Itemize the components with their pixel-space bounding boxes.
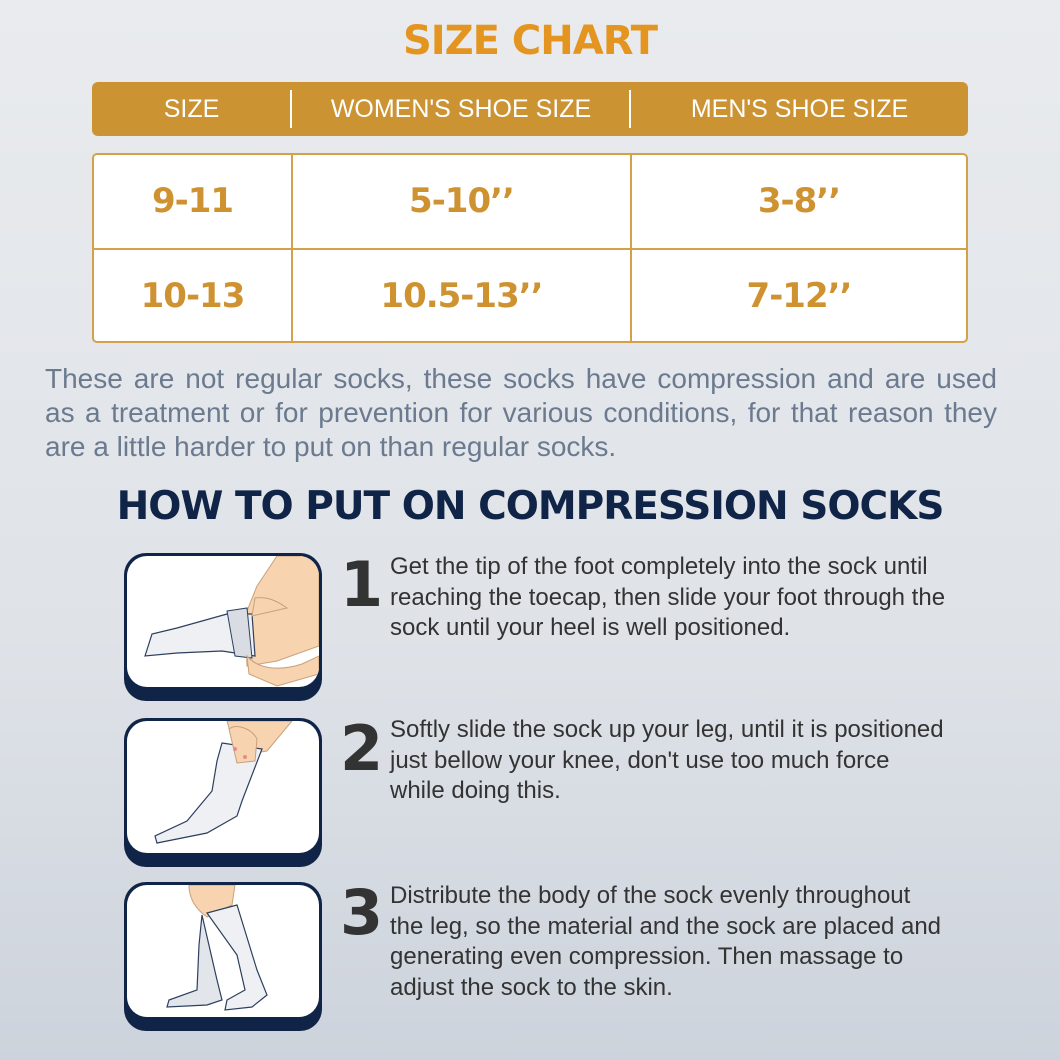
description-text: These are not regular socks, these socks… <box>45 363 997 462</box>
cell-womens: 5-10’’ <box>409 181 515 221</box>
step-1-illustration <box>124 553 322 701</box>
step-3-text: Distribute the body of the sock evenly t… <box>390 882 942 1001</box>
sock-distribute-illustration <box>166 885 268 1011</box>
header-divider <box>290 90 292 128</box>
row-divider <box>94 248 966 250</box>
sock-foot-insert-illustration <box>144 556 319 687</box>
step-1-number: 1 <box>340 548 384 621</box>
header-size: SIZE <box>163 95 220 123</box>
cell-mens: 3-8’’ <box>757 181 841 221</box>
cell-mens: 7-12’’ <box>746 276 853 316</box>
header-mens: MEN'S SHOE SIZE <box>690 95 909 123</box>
cell-womens: 10.5-13’’ <box>380 276 543 316</box>
size-chart-title: SIZE CHART <box>402 18 658 64</box>
sock-slide-up-illustration <box>154 721 293 844</box>
size-table: 9-11 5-10’’ 3-8’’ 10-13 10.5-13’’ 7-12’’ <box>92 153 968 343</box>
step-3-number: 3 <box>340 876 384 949</box>
step-1-text: Get the tip of the foot completely into … <box>390 553 946 641</box>
header-divider <box>629 90 631 128</box>
cell-size: 9-11 <box>151 181 234 221</box>
cell-size: 10-13 <box>140 276 246 316</box>
size-table-header: SIZE WOMEN'S SHOE SIZE MEN'S SHOE SIZE <box>92 82 968 136</box>
step-2-text: Softly slide the sock up your leg, until… <box>390 716 944 804</box>
header-womens: WOMEN'S SHOE SIZE <box>330 95 592 123</box>
step-2-number: 2 <box>340 712 384 785</box>
step-2-illustration <box>124 718 322 867</box>
howto-title: HOW TO PUT ON COMPRESSION SOCKS <box>116 484 945 529</box>
step-3-illustration <box>124 882 322 1031</box>
